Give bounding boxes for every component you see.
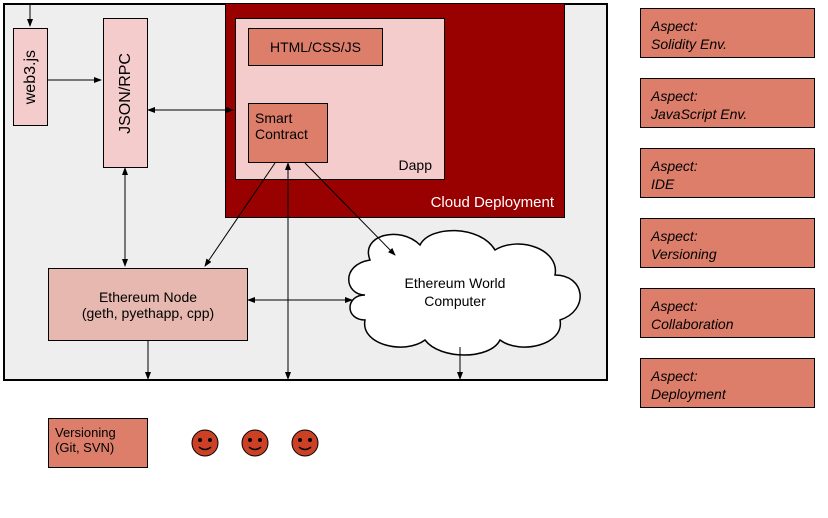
aspect-javascript: Aspect: JavaScript Env. bbox=[640, 78, 815, 128]
ethnode-label: Ethereum Node (geth, pyethapp, cpp) bbox=[82, 289, 214, 321]
aspect-ide-label: Aspect: IDE bbox=[651, 158, 698, 192]
aspect-solidity-label: Aspect: Solidity Env. bbox=[651, 18, 727, 52]
aspect-collaboration-label: Aspect: Collaboration bbox=[651, 298, 734, 332]
aspect-deployment: Aspect: Deployment bbox=[640, 358, 815, 408]
htmlcssjs-box: HTML/CSS/JS bbox=[248, 28, 383, 66]
aspect-ide: Aspect: IDE bbox=[640, 148, 815, 198]
aspect-solidity: Aspect: Solidity Env. bbox=[640, 8, 815, 58]
web3js-label: web3.js bbox=[22, 50, 40, 104]
smartcontract-label: Smart Contract bbox=[255, 110, 308, 142]
aspect-versioning: Aspect: Versioning bbox=[640, 218, 815, 268]
aspect-deployment-label: Aspect: Deployment bbox=[651, 368, 726, 402]
ethnode-box: Ethereum Node (geth, pyethapp, cpp) bbox=[48, 268, 248, 341]
web3js-box: web3.js bbox=[13, 28, 48, 126]
htmlcssjs-label: HTML/CSS/JS bbox=[270, 39, 361, 55]
smiley-icon-3 bbox=[290, 428, 320, 458]
versioning-box: Versioning (Git, SVN) bbox=[48, 418, 148, 468]
aspect-versioning-label: Aspect: Versioning bbox=[651, 228, 717, 262]
aspect-javascript-label: Aspect: JavaScript Env. bbox=[651, 88, 747, 122]
aspect-collaboration: Aspect: Collaboration bbox=[640, 288, 815, 338]
versioning-label: Versioning (Git, SVN) bbox=[55, 425, 116, 455]
dapp-label: Dapp bbox=[399, 157, 432, 173]
smartcontract-box: Smart Contract bbox=[248, 103, 328, 163]
smiley-icon-2 bbox=[240, 428, 270, 458]
smiley-icon-1 bbox=[190, 428, 220, 458]
jsonrpc-box: JSON/RPC bbox=[103, 18, 148, 168]
cloud-deployment-label: Cloud Deployment bbox=[431, 194, 554, 211]
jsonrpc-label: JSON/RPC bbox=[117, 53, 135, 134]
